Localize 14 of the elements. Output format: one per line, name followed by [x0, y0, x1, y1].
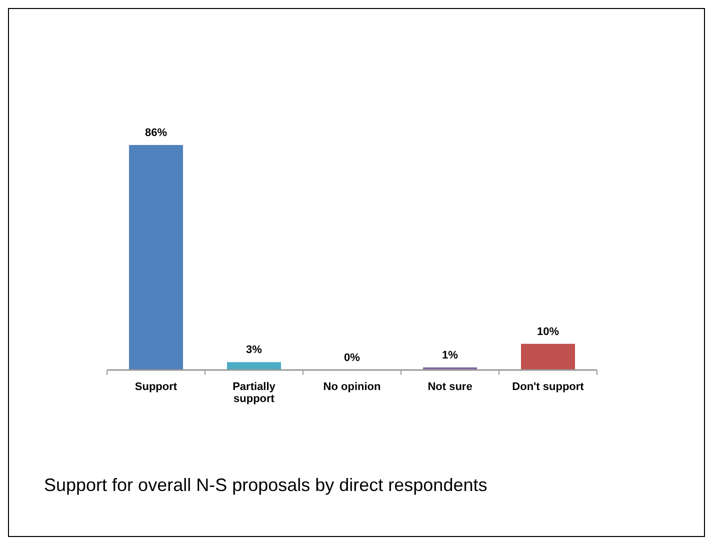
data-label: 86%: [144, 127, 168, 139]
data-label: 10%: [536, 326, 560, 338]
text: Support for overall N-S proposals by direct respondents: [44, 475, 488, 495]
x-tick-label: No opinion: [323, 381, 381, 393]
data-label: 3%: [246, 344, 262, 356]
bar: [227, 362, 281, 370]
data-label: 0%: [344, 352, 360, 364]
x-tick-label: Not sure: [428, 381, 472, 393]
bar: [521, 344, 575, 370]
x-tick-label: Partially support: [232, 381, 276, 405]
x-tick-label: Support: [134, 381, 178, 393]
bar: [129, 145, 183, 370]
x-tick-label: Don't support: [512, 381, 584, 393]
data-label: 1%: [442, 349, 458, 362]
